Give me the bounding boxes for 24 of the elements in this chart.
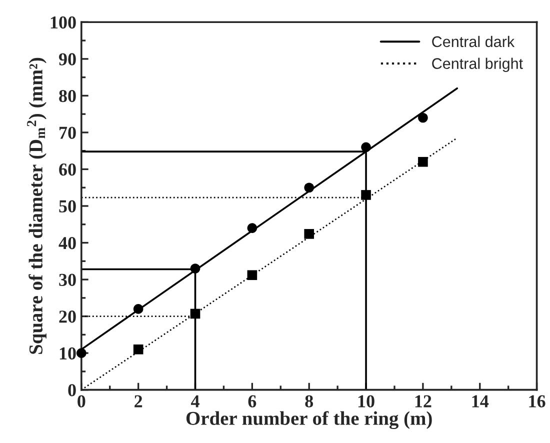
y-tick-label: 90 bbox=[58, 53, 76, 66]
x-tick-label: 8 bbox=[305, 395, 314, 408]
y-tick-label: 20 bbox=[59, 310, 76, 323]
y-tick-label: 50 bbox=[59, 200, 76, 212]
legend-label: Central dark bbox=[432, 36, 515, 48]
x-tick-label: 16 bbox=[529, 395, 546, 408]
y-tick-label: 10 bbox=[60, 347, 76, 360]
legend-label: Central bright bbox=[432, 58, 523, 72]
y-tick-label: 40 bbox=[58, 237, 76, 250]
x-tick-label: 2 bbox=[134, 395, 142, 408]
y-tick-label: 30 bbox=[59, 274, 76, 286]
x-axis-title: Order number of the ring (m) bbox=[186, 411, 432, 430]
y-tick-label: 80 bbox=[59, 90, 76, 102]
y-tick-label: 60 bbox=[59, 163, 76, 176]
y-axis-title: Square of the diameter (D$_{m}$$^{2}$) (mm²) bbox=[27, 58, 46, 354]
x-tick-label: 4 bbox=[190, 395, 200, 408]
x-tick-label: 10 bbox=[358, 395, 374, 408]
y-tick-label: 70 bbox=[60, 126, 76, 139]
y-tick-label: 0 bbox=[68, 384, 76, 396]
x-tick-label: 0 bbox=[78, 395, 86, 408]
y-tick-label: 100 bbox=[50, 16, 76, 29]
x-tick-label: 12 bbox=[415, 395, 432, 408]
x-tick-label: 6 bbox=[248, 395, 256, 408]
x-tick-label: 14 bbox=[472, 395, 489, 408]
